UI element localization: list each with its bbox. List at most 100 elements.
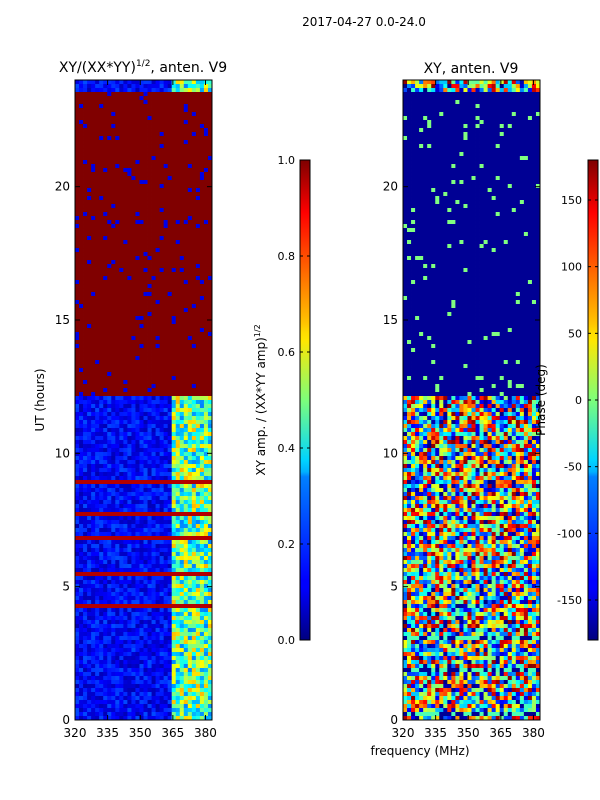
heatmap-cell <box>91 636 96 641</box>
heatmap-cell <box>183 360 189 365</box>
heatmap-cell <box>115 516 120 521</box>
heatmap-cell <box>107 108 112 113</box>
heatmap-cell <box>107 428 112 433</box>
heatmap-cell <box>79 580 84 585</box>
heatmap-cell <box>187 544 193 549</box>
heatmap-cell <box>171 444 177 449</box>
heatmap-cell <box>191 272 197 277</box>
heatmap-cell <box>183 176 189 181</box>
heatmap-cell <box>119 516 124 521</box>
heatmap-cell <box>91 664 96 669</box>
heatmap-cell <box>187 656 193 661</box>
heatmap-cell <box>155 376 161 381</box>
heatmap-cell <box>123 504 128 509</box>
heatmap-cell <box>147 500 152 505</box>
heatmap-cell <box>143 464 148 469</box>
heatmap-cell <box>75 356 80 361</box>
heatmap-cell <box>155 456 161 461</box>
heatmap-cell <box>187 84 193 89</box>
heatmap-cell <box>99 176 104 181</box>
heatmap-cell <box>199 416 205 421</box>
heatmap-cell <box>187 608 193 613</box>
heatmap-cell <box>159 576 165 581</box>
heatmap-cell <box>107 244 112 249</box>
heatmap-cell <box>87 368 92 373</box>
heatmap-cell <box>107 508 112 513</box>
heatmap-cell <box>151 492 156 497</box>
heatmap-cell <box>91 232 96 237</box>
heatmap-cell <box>143 524 148 529</box>
heatmap-cell <box>199 604 205 609</box>
heatmap-cell <box>151 292 156 297</box>
heatmap-cell <box>175 652 181 657</box>
heatmap-cell <box>147 604 152 609</box>
heatmap-cell <box>115 396 120 401</box>
heatmap-cell <box>95 572 100 577</box>
heatmap-cell <box>75 660 80 665</box>
heatmap-cell <box>127 240 132 245</box>
heatmap-cell <box>171 316 177 321</box>
heatmap-cell <box>195 648 201 653</box>
heatmap-cell <box>95 364 100 369</box>
heatmap-cell <box>187 276 193 281</box>
heatmap-cell <box>183 612 189 617</box>
heatmap-cell <box>75 320 80 325</box>
heatmap-cell <box>159 328 165 333</box>
heatmap-cell <box>183 592 189 597</box>
heatmap-cell <box>87 628 92 633</box>
heatmap-cell <box>99 472 104 477</box>
heatmap-cell <box>163 544 169 549</box>
heatmap-cell <box>147 528 152 533</box>
heatmap-cell <box>91 268 96 273</box>
heatmap-cell <box>167 388 173 393</box>
heatmap-cell <box>187 388 193 393</box>
heatmap-cell <box>95 352 100 357</box>
heatmap-cell <box>163 128 169 133</box>
heatmap-cell <box>143 348 148 353</box>
heatmap-cell <box>163 272 169 277</box>
heatmap-cell <box>91 312 96 317</box>
heatmap-cell <box>119 364 124 369</box>
heatmap-cell <box>127 408 132 413</box>
heatmap-cell <box>159 368 165 373</box>
heatmap-cell <box>99 180 104 185</box>
heatmap-cell <box>191 616 197 621</box>
heatmap-cell <box>171 644 177 649</box>
heatmap-cell <box>95 252 100 257</box>
heatmap-cell <box>171 364 177 369</box>
heatmap-cell <box>191 268 197 273</box>
heatmap-cell <box>147 256 152 261</box>
heatmap-cell <box>199 388 205 393</box>
heatmap-cell <box>79 428 84 433</box>
heatmap-cell <box>187 80 193 85</box>
heatmap-cell <box>83 476 88 481</box>
heatmap-cell <box>123 88 128 93</box>
heatmap-cell <box>163 344 169 349</box>
heatmap-cell <box>103 176 108 181</box>
heatmap-cell <box>99 536 104 541</box>
heatmap-cell <box>171 648 177 653</box>
heatmap-cell <box>203 292 209 297</box>
heatmap-cell <box>195 228 201 233</box>
heatmap-cell <box>199 364 205 369</box>
heatmap-cell <box>99 116 104 121</box>
heatmap-cell <box>151 112 156 117</box>
heatmap-cell <box>195 624 201 629</box>
heatmap-cell <box>135 220 140 225</box>
heatmap-cell <box>151 516 156 521</box>
heatmap-cell <box>163 408 169 413</box>
heatmap-cell <box>143 316 148 321</box>
heatmap-cell <box>119 548 124 553</box>
heatmap-cell <box>155 156 161 161</box>
heatmap-cell <box>183 656 189 661</box>
heatmap-cell <box>79 440 84 445</box>
heatmap-cell <box>203 264 209 269</box>
heatmap-cell <box>143 664 148 669</box>
heatmap-cell <box>127 460 132 465</box>
heatmap-cell <box>95 140 100 145</box>
heatmap-cell <box>139 240 144 245</box>
heatmap-cell <box>111 364 116 369</box>
heatmap-cell <box>199 360 205 365</box>
heatmap-cell <box>83 260 88 265</box>
heatmap-cell <box>199 544 205 549</box>
